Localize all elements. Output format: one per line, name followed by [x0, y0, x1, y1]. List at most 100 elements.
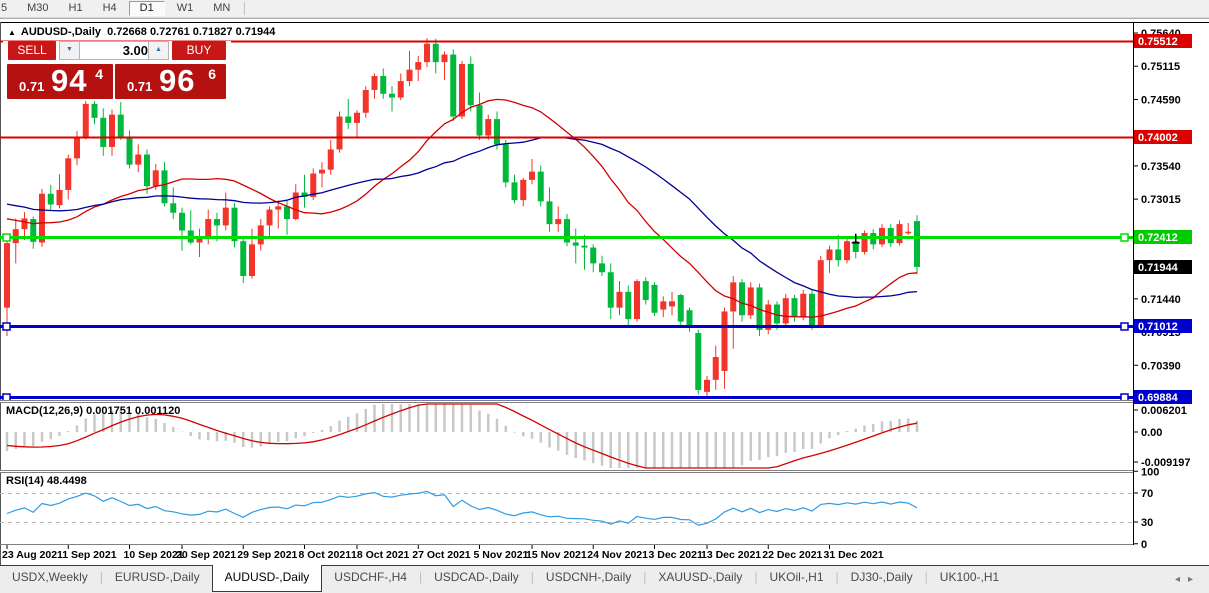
candle-body: [310, 173, 317, 197]
panel-separator[interactable]: [0, 400, 1209, 403]
candle-body: [144, 154, 150, 187]
macd-histogram: [5, 404, 919, 468]
tab-usdcnh-daily[interactable]: USDCNH-,Daily: [545, 570, 632, 584]
candle-body: [126, 137, 133, 165]
price-axis-area[interactable]: [1133, 23, 1209, 565]
timeframe-button-w1[interactable]: W1: [176, 2, 194, 14]
line-handle[interactable]: [1120, 322, 1129, 331]
timeframe-button-h1[interactable]: H1: [68, 2, 83, 14]
candle-body: [30, 219, 37, 242]
buy-button[interactable]: BUY: [172, 41, 226, 60]
toolbar-separator: [244, 2, 246, 15]
candle-body: [914, 221, 920, 267]
candle-body: [266, 209, 273, 226]
candle-body: [520, 179, 527, 201]
candle-body: [380, 76, 387, 94]
tab-separator: |: [754, 570, 758, 584]
tab-dj30-daily[interactable]: DJ30-,Daily: [850, 570, 913, 584]
axis-text: 27 Oct 2021: [412, 549, 471, 561]
candle-body: [844, 241, 850, 261]
tab-ukoil-h1[interactable]: UKOil-,H1: [769, 570, 824, 584]
candle-body: [502, 144, 509, 183]
candle-body: [4, 243, 10, 308]
axis-text: 15 Nov 2021: [526, 549, 587, 561]
axis-text: 0.75512: [1138, 36, 1178, 48]
axis-text: 3 Dec 2021: [649, 549, 703, 561]
candle-body: [739, 282, 745, 316]
candle-body: [257, 225, 264, 245]
timeframe-button-d1[interactable]: D1: [128, 1, 165, 16]
candle-body: [424, 43, 430, 63]
axis-text: 1 Sep 2021: [62, 549, 116, 561]
volume-increase-button[interactable]: ▲: [148, 41, 169, 60]
macd-value: 0.001751: [86, 405, 132, 417]
axis-text: -0.009197: [1141, 457, 1191, 469]
tab-separator: |: [530, 570, 534, 584]
axis-text: 0: [1141, 539, 1147, 551]
candle-body: [56, 189, 63, 206]
candle-body: [196, 238, 203, 243]
line-handle[interactable]: [2, 233, 11, 242]
line-handle[interactable]: [2, 322, 11, 331]
buy-price-display[interactable]: 0.71 96 6: [115, 63, 226, 99]
candle-body: [21, 218, 28, 230]
axis-text: 0.74002: [1138, 132, 1178, 144]
sell-button[interactable]: SELL: [8, 41, 56, 60]
rsi-indicator-label: RSI(14) 48.4498: [6, 475, 87, 487]
tab-separator: |: [99, 570, 103, 584]
candle-body: [905, 231, 912, 234]
candle-body: [747, 287, 754, 316]
volume-input[interactable]: 3.00: [79, 41, 153, 60]
price-level-label-0.69884: [1134, 390, 1192, 404]
panel-separator[interactable]: [0, 470, 1209, 473]
candle-body: [432, 43, 439, 63]
candle-body: [362, 89, 369, 113]
candle-body: [564, 219, 570, 243]
tab-usdchf-h4[interactable]: USDCHF-,H4: [334, 570, 407, 584]
chart-background: [0, 22, 1209, 565]
timeframe-button-h4[interactable]: H4: [102, 2, 117, 14]
price-level-label-0.71012: [1134, 319, 1192, 333]
axis-text: 0.70390: [1141, 360, 1181, 372]
timeframe-button-m30[interactable]: M30: [27, 2, 49, 14]
sell-price-display[interactable]: 0.71 94 4: [7, 63, 113, 99]
candle-body: [467, 64, 474, 106]
axis-text: 0.74590: [1141, 94, 1181, 106]
candle-body: [292, 192, 299, 220]
candle-body: [275, 206, 282, 210]
candle-body: [135, 154, 142, 165]
candlestick-series: [4, 38, 920, 398]
axis-text: 23 Aug 2021: [2, 549, 63, 561]
rsi-value: 48.4498: [46, 475, 87, 487]
tab-uk100-h1[interactable]: UK100-,H1: [939, 570, 1000, 584]
candle-body: [249, 244, 255, 277]
timeframe-button-5[interactable]: 5: [1, 2, 8, 14]
price-level-label-0.71944: [1134, 260, 1192, 274]
candle-body: [546, 201, 553, 225]
timeframe-button-mn[interactable]: MN: [213, 2, 231, 14]
candle-body: [415, 62, 422, 70]
collapse-triangle-icon[interactable]: ▲: [8, 28, 16, 37]
tab-usdx-weekly[interactable]: USDX,Weekly: [12, 570, 88, 584]
candle-body: [555, 219, 562, 225]
candle-body: [537, 171, 544, 202]
line-handle[interactable]: [1120, 393, 1129, 402]
axis-text: 20 Sep 2021: [176, 549, 236, 561]
axis-text: 13 Dec 2021: [701, 549, 761, 561]
tab-xauusd-daily[interactable]: XAUUSD-,Daily: [658, 570, 743, 584]
tab-eurusd-daily[interactable]: EURUSD-,Daily: [114, 570, 200, 584]
ma-fast-line: [6, 98, 918, 318]
chart-tabs-bar: USDX,Weekly | EURUSD-,Daily AUDUSD-,Daily US…: [0, 565, 1209, 593]
tab-usdcad-daily[interactable]: USDCAD-,Daily: [434, 570, 519, 584]
line-handle[interactable]: [1120, 233, 1129, 242]
tab-audusd-daily[interactable]: AUDUSD-,Daily: [211, 565, 323, 592]
candle-body: [607, 272, 614, 308]
volume-decrease-button[interactable]: ▼: [59, 41, 80, 60]
axis-text: 5 Nov 2021: [474, 549, 529, 561]
line-handle[interactable]: [2, 393, 11, 402]
candle-body: [476, 105, 483, 136]
tab-scroll-arrows[interactable]: ◂▸: [1175, 574, 1201, 585]
candle-body: [774, 304, 780, 324]
candle-body: [441, 54, 448, 63]
buy-price-pipette: 6: [208, 66, 216, 82]
